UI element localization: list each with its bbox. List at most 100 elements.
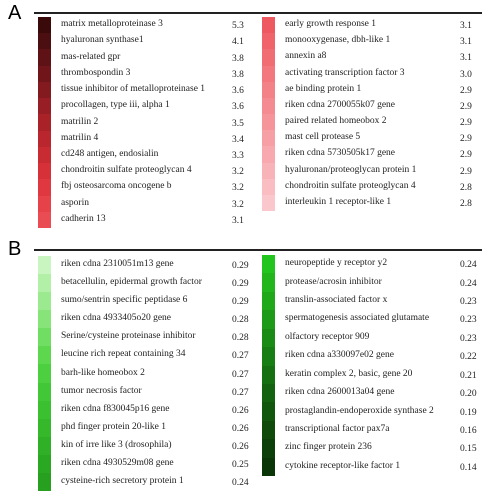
color-swatch bbox=[262, 81, 275, 99]
gene-label: cytokine receptor-like factor 1 bbox=[285, 460, 401, 471]
gene-label: protease/acrosin inhibitor bbox=[285, 276, 382, 287]
value-label: 0.29 bbox=[232, 279, 249, 290]
color-swatch bbox=[38, 49, 51, 67]
panel-letter: A bbox=[8, 2, 22, 24]
gene-label: tissue inhibitor of metalloproteinase 1 bbox=[61, 84, 206, 95]
gene-label: matrilin 4 bbox=[61, 132, 99, 143]
value-label: 2.9 bbox=[460, 150, 472, 161]
gene-label: cadherin 13 bbox=[61, 213, 106, 224]
gene-label: neuropeptide y receptor y2 bbox=[285, 258, 388, 269]
panel-rule bbox=[34, 12, 482, 14]
color-swatch bbox=[38, 211, 51, 229]
gene-label: spermatogenesis associated glutamate bbox=[285, 313, 430, 324]
gene-label: keratin complex 2, basic, gene 20 bbox=[285, 368, 413, 379]
value-label: 2.9 bbox=[460, 85, 472, 96]
gene-label: sumo/sentrin specific peptidase 6 bbox=[61, 295, 188, 306]
gene-label: transcriptional factor pax7a bbox=[285, 423, 390, 434]
gene-label: kin of irre like 3 (drosophila) bbox=[61, 439, 172, 450]
value-label: 0.25 bbox=[232, 459, 249, 470]
value-label: 0.29 bbox=[232, 261, 249, 272]
color-swatch bbox=[262, 114, 275, 131]
color-swatch bbox=[38, 454, 51, 474]
gene-label: betacellulin, epidermal growth factor bbox=[61, 277, 202, 288]
value-label: 2.9 bbox=[460, 101, 472, 112]
color-swatch bbox=[38, 65, 51, 83]
value-label: 0.16 bbox=[460, 425, 477, 436]
gene-label: barh-like homeobox 2 bbox=[61, 367, 145, 378]
color-swatch bbox=[38, 195, 51, 213]
value-label: 0.19 bbox=[460, 407, 477, 418]
gene-label: hyaluronan synthase1 bbox=[61, 35, 144, 46]
value-label: 0.23 bbox=[460, 297, 477, 308]
color-swatch bbox=[262, 49, 275, 66]
gene-label: procollagen, type iii, alpha 1 bbox=[61, 100, 170, 111]
value-label: 0.24 bbox=[460, 278, 477, 289]
value-label: 0.14 bbox=[460, 462, 477, 473]
value-label: 3.1 bbox=[460, 53, 472, 64]
value-label: 0.27 bbox=[232, 351, 249, 362]
value-label: 3.1 bbox=[460, 37, 472, 48]
color-swatch bbox=[262, 439, 275, 459]
color-swatch bbox=[262, 130, 275, 147]
value-label: 0.28 bbox=[232, 333, 249, 344]
gene-label: riken cdna 4930529m08 gene bbox=[61, 457, 174, 468]
gene-label: chondroitin sulfate proteoglycan 4 bbox=[285, 180, 416, 191]
gene-label: asporin bbox=[61, 197, 89, 208]
value-label: 4.1 bbox=[232, 37, 244, 48]
gene-label: hyaluronan/proteoglycan protein 1 bbox=[285, 164, 417, 175]
value-label: 2.9 bbox=[460, 134, 472, 145]
color-swatch bbox=[262, 255, 275, 274]
color-swatch bbox=[38, 274, 51, 293]
gene-label: early growth response 1 bbox=[285, 19, 377, 30]
gene-label: phd finger protein 20-like 1 bbox=[61, 421, 167, 432]
value-label: 3.4 bbox=[232, 134, 244, 145]
color-swatch bbox=[262, 273, 275, 293]
gene-label: riken cdna a330097e02 gene bbox=[285, 350, 394, 361]
color-swatch bbox=[262, 17, 275, 34]
value-label: 0.29 bbox=[232, 297, 249, 308]
value-label: 3.0 bbox=[460, 69, 472, 80]
gene-label: matrilin 2 bbox=[61, 116, 99, 127]
value-label: 2.8 bbox=[460, 198, 472, 209]
color-swatch bbox=[262, 310, 275, 330]
color-swatch bbox=[38, 418, 51, 438]
gene-label: ae binding protein 1 bbox=[285, 83, 362, 94]
gene-label: matrix metalloproteinase 3 bbox=[61, 19, 163, 30]
color-swatch bbox=[262, 33, 275, 50]
gene-label: translin-associated factor x bbox=[285, 295, 388, 306]
value-label: 0.23 bbox=[460, 333, 477, 344]
color-swatch bbox=[38, 179, 51, 197]
color-swatch bbox=[262, 347, 275, 366]
color-swatch bbox=[262, 146, 275, 163]
panel-rule bbox=[34, 249, 482, 251]
color-swatch bbox=[262, 162, 275, 180]
gene-label: riken cdna 5730505k17 gene bbox=[285, 148, 396, 159]
color-swatch bbox=[38, 364, 51, 384]
color-swatch bbox=[262, 194, 275, 212]
value-label: 2.9 bbox=[460, 118, 472, 129]
color-swatch bbox=[262, 402, 275, 422]
value-label: 0.22 bbox=[460, 352, 477, 363]
gene-label: riken cdna 4933405o20 gene bbox=[61, 313, 172, 324]
color-swatch bbox=[38, 382, 51, 402]
gene-label: riken cdna 2600013a04 gene bbox=[285, 387, 395, 398]
gene-label: olfactory receptor 909 bbox=[285, 331, 370, 342]
value-label: 0.26 bbox=[232, 423, 249, 434]
gene-label: tumor necrosis factor bbox=[61, 385, 142, 396]
gene-label: mas-related gpr bbox=[61, 51, 121, 62]
value-label: 3.2 bbox=[232, 199, 244, 210]
value-label: 3.5 bbox=[232, 118, 244, 129]
color-swatch bbox=[38, 81, 51, 99]
color-swatch bbox=[262, 291, 275, 311]
color-swatch bbox=[38, 114, 51, 132]
value-label: 0.27 bbox=[232, 387, 249, 398]
value-label: 3.6 bbox=[232, 86, 244, 97]
gene-label: cd248 antigen, endosialin bbox=[61, 148, 159, 159]
color-swatch bbox=[38, 436, 51, 456]
color-swatch bbox=[262, 457, 275, 477]
color-swatch bbox=[38, 292, 51, 311]
value-label: 0.24 bbox=[460, 260, 477, 271]
value-label: 3.3 bbox=[232, 150, 244, 161]
color-swatch bbox=[38, 400, 51, 420]
value-label: 3.2 bbox=[232, 183, 244, 194]
